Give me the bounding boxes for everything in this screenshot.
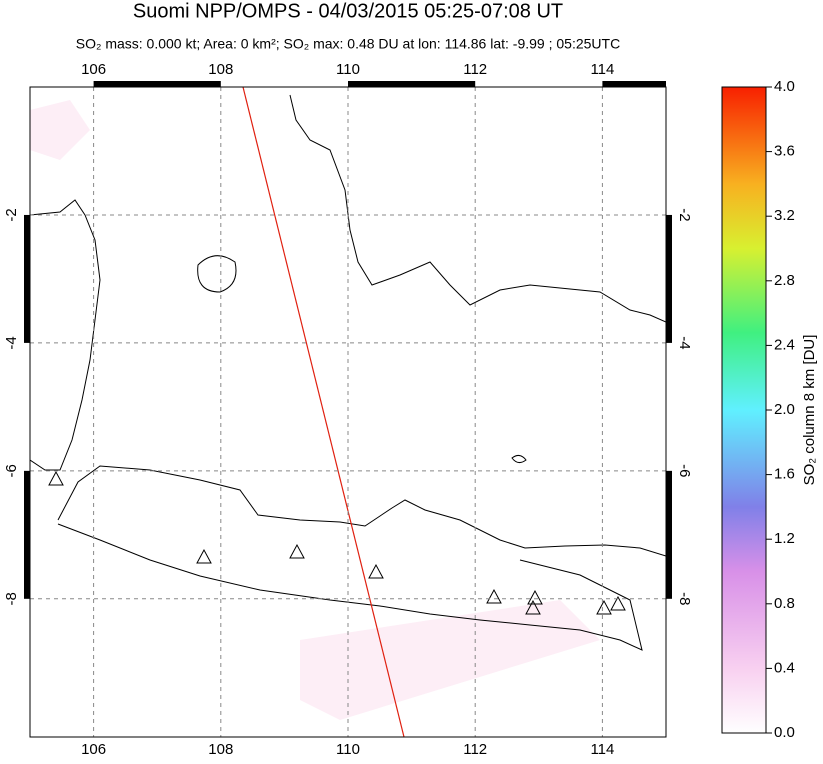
x-tick-label: 114 — [590, 61, 614, 78]
colorbar-tick-label: 2.0 — [774, 401, 795, 418]
frame-bar — [602, 81, 666, 87]
frame-bar — [24, 470, 30, 599]
x-tick-label: 112 — [463, 741, 487, 758]
colorbar-tick-label: 2.8 — [774, 272, 795, 289]
colorbar-tick-label: 0.0 — [774, 724, 795, 741]
frame-bar — [666, 470, 672, 599]
subtitle: SO₂ mass: 0.000 kt; Area: 0 km²; SO₂ max… — [76, 36, 620, 52]
y-tick-label: -4 — [3, 336, 20, 349]
x-tick-label: 114 — [590, 741, 614, 758]
map-frame — [29, 86, 667, 738]
colorbar-tick-label: 0.8 — [774, 595, 795, 612]
x-tick-label: 106 — [81, 61, 106, 78]
y-tick-label: -8 — [3, 592, 20, 605]
x-tick-label: 106 — [81, 741, 106, 758]
colorbar-tick-label: 1.6 — [774, 466, 795, 483]
frame-bar — [348, 81, 476, 87]
map-area — [30, 87, 666, 737]
y-tick-label: -8 — [676, 592, 693, 605]
y-tick-label: -2 — [3, 208, 20, 221]
coastline — [57, 465, 666, 651]
coastline — [197, 255, 237, 293]
y-tick-label: -2 — [676, 208, 693, 221]
frame-bar — [93, 81, 221, 87]
x-tick-label: 110 — [336, 741, 360, 758]
coastline — [30, 199, 101, 471]
colorbar-tick-label: 3.2 — [774, 207, 795, 224]
swath — [300, 600, 600, 720]
y-tick-label: -4 — [676, 336, 693, 349]
frame-bar — [666, 214, 672, 343]
y-tick-label: -6 — [676, 464, 693, 477]
x-tick-label: 112 — [463, 61, 487, 78]
volcanoes — [48, 470, 626, 615]
swath — [30, 100, 90, 160]
coastline — [289, 94, 666, 323]
colorbar-tick-label: 0.4 — [774, 659, 795, 676]
colorbar-tick-label: 1.2 — [774, 530, 795, 547]
coastline — [511, 454, 527, 464]
x-tick-label: 110 — [336, 61, 360, 78]
colorbar-tick-label: 2.4 — [774, 336, 795, 353]
colorbar-label: SO₂ column 8 km [DU] — [801, 335, 818, 486]
title: Suomi NPP/OMPS - 04/03/2015 05:25-07:08 … — [133, 0, 563, 22]
colorbar-tick-label: 3.6 — [774, 143, 795, 160]
colorbar — [721, 86, 767, 734]
y-tick-label: -6 — [3, 464, 20, 477]
orbit-track — [242, 87, 405, 737]
colorbar-tick-label: 4.0 — [774, 78, 795, 95]
x-tick-label: 108 — [208, 741, 233, 758]
frame-bar — [24, 214, 30, 343]
x-tick-label: 108 — [208, 61, 233, 78]
